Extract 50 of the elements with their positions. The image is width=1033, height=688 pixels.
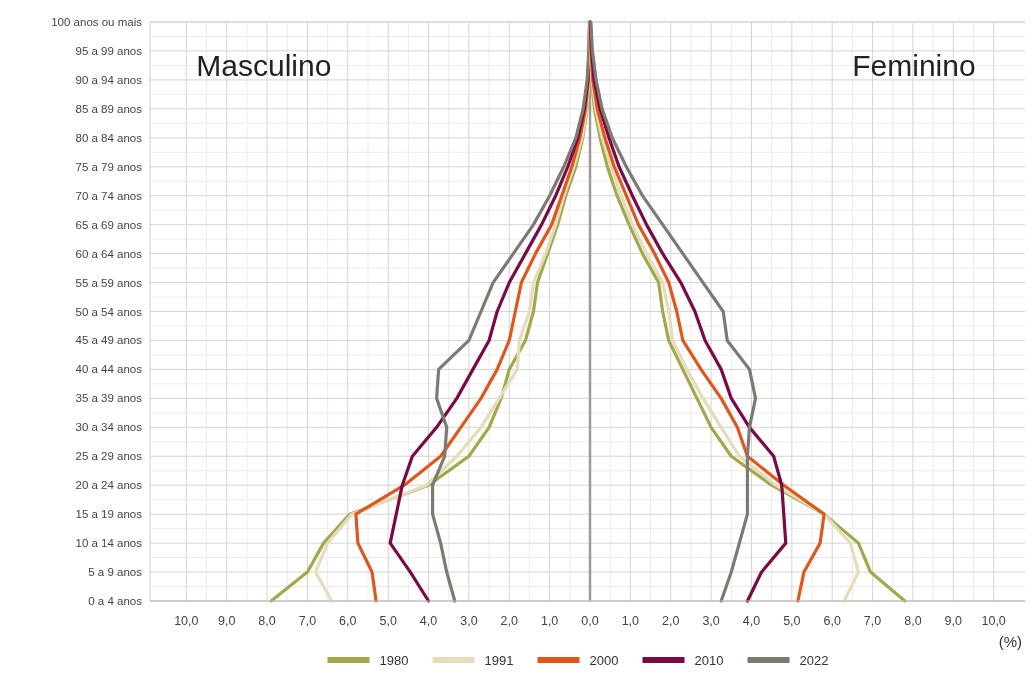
x-tick-label: 5,0 [379, 614, 397, 628]
y-tick-label: 100 anos ou mais [51, 16, 143, 28]
x-tick-label: 3,0 [460, 614, 478, 628]
y-tick-label: 95 a 99 anos [75, 44, 143, 57]
x-tick-label: 10,0 [174, 614, 199, 628]
x-tick-label: 4,0 [742, 614, 761, 628]
y-tick-label: 60 a 64 anos [75, 247, 143, 260]
x-tick-label: 1,0 [540, 614, 559, 628]
x-tick-label: 9,0 [218, 614, 236, 628]
y-tick-label: 25 a 29 anos [75, 450, 143, 463]
x-tick-label: 2,0 [500, 614, 518, 628]
x-tick-label: 6,0 [823, 614, 841, 628]
x-tick-label: 2,0 [662, 614, 680, 628]
x-tick-label: 8,0 [904, 614, 922, 628]
x-tick-label: 3,0 [702, 614, 720, 628]
y-tick-label: 20 a 24 anos [75, 479, 143, 492]
x-tick-label: 8,0 [258, 614, 276, 628]
y-tick-label: 10 a 14 anos [75, 537, 143, 550]
legend-label: 2022 [799, 653, 829, 668]
x-tick-label: 7,0 [298, 614, 317, 628]
annotation: Feminino [852, 49, 976, 82]
annotation: Masculino [196, 49, 332, 82]
x-tick-label: 5,0 [783, 614, 801, 628]
legend-label: 2010 [694, 653, 724, 668]
x-tick-label: 10,0 [981, 614, 1006, 628]
y-tick-label: 30 a 34 anos [75, 421, 143, 434]
y-tick-label: 0 a 4 anos [88, 595, 143, 607]
y-tick-label: 50 a 54 anos [75, 305, 143, 318]
y-tick-label: 65 a 69 anos [75, 218, 143, 231]
x-tick-label: 1,0 [621, 614, 640, 628]
y-tick-label: 70 a 74 anos [75, 189, 143, 202]
y-tick-label: 35 a 39 anos [75, 392, 143, 405]
legend-label: 1991 [484, 653, 514, 668]
legend-label: 1980 [379, 653, 409, 668]
y-tick-label: 15 a 19 anos [75, 508, 143, 521]
legend-label: 2000 [589, 653, 619, 668]
x-axis-title: (%) [998, 633, 1022, 650]
y-tick-label: 45 a 49 anos [75, 334, 143, 347]
x-tick-label: 9,0 [944, 614, 963, 628]
y-tick-label: 40 a 44 anos [75, 363, 143, 376]
x-tick-label: 4,0 [419, 614, 438, 628]
x-tick-label: 0,0 [581, 614, 599, 628]
x-tick-label: 6,0 [339, 614, 357, 628]
x-tick-label: 7,0 [863, 614, 882, 628]
y-tick-label: 75 a 79 anos [75, 160, 143, 173]
y-tick-label: 90 a 94 anos [75, 73, 143, 86]
y-tick-label: 5 a 9 anos [88, 566, 143, 579]
y-tick-label: 85 a 89 anos [75, 102, 143, 115]
y-tick-label: 55 a 59 anos [75, 276, 143, 289]
y-tick-label: 80 a 84 anos [75, 131, 143, 144]
